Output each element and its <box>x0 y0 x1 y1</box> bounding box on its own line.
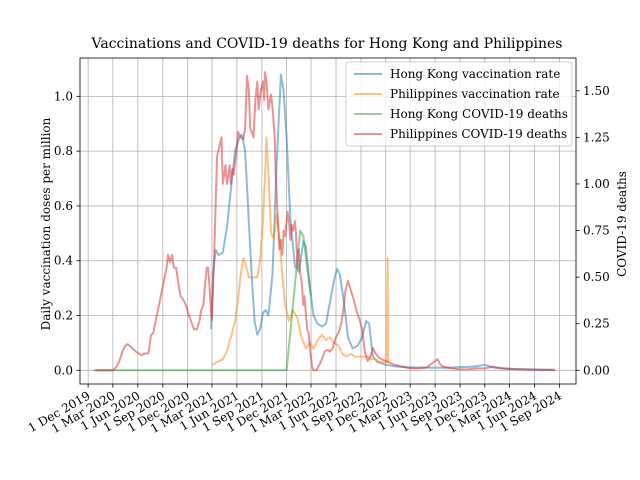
y-right-tick-label: 0.25 <box>583 317 610 331</box>
y-axis-right-label: COVID-19 deaths <box>615 171 629 277</box>
y-left-tick-label: 0.6 <box>54 199 73 213</box>
y-left-tick-label: 1.0 <box>54 89 73 103</box>
chart-title: Vaccinations and COVID-19 deaths for Hon… <box>91 36 563 52</box>
y-right-tick-label: 0.75 <box>583 224 610 238</box>
y-right-tick-label: 1.50 <box>583 84 610 98</box>
legend-label: Philippines vaccination rate <box>390 87 560 101</box>
y-left-tick-label: 0.4 <box>54 254 73 268</box>
y-right-tick-label: 0.00 <box>583 363 610 377</box>
y-axis-left: 0.0 0.2 0.4 0.6 0.8 1.0 <box>54 89 80 377</box>
plot-frame <box>79 57 577 385</box>
series-line-hong-kong-covid-19-deaths <box>96 229 312 372</box>
legend-label: Hong Kong vaccination rate <box>390 67 560 81</box>
y-right-tick-label: 1.00 <box>583 177 610 191</box>
legend-box <box>345 61 573 147</box>
series-lines <box>93 71 555 372</box>
legend-label: Hong Kong COVID-19 deaths <box>390 107 568 121</box>
legend: Hong Kong vaccination rate Philippines va… <box>345 61 573 147</box>
y-left-tick-label: 0.8 <box>54 144 73 158</box>
y-right-tick-label: 0.50 <box>583 270 610 284</box>
legend-label: Philippines COVID-19 deaths <box>390 127 567 141</box>
y-axis-left-label: Daily vaccination doses per million <box>39 117 53 330</box>
y-left-tick-label: 0.2 <box>54 309 73 323</box>
y-right-tick-label: 1.25 <box>583 130 610 144</box>
series-line-hong-kong-vaccination-rate <box>210 73 555 371</box>
series-line-philippines-covid-19-deaths <box>93 71 555 372</box>
y-axis-right: 0.00 0.25 0.50 0.75 1.00 1.25 1.50 <box>576 84 610 377</box>
y-left-tick-label: 0.0 <box>54 363 73 377</box>
